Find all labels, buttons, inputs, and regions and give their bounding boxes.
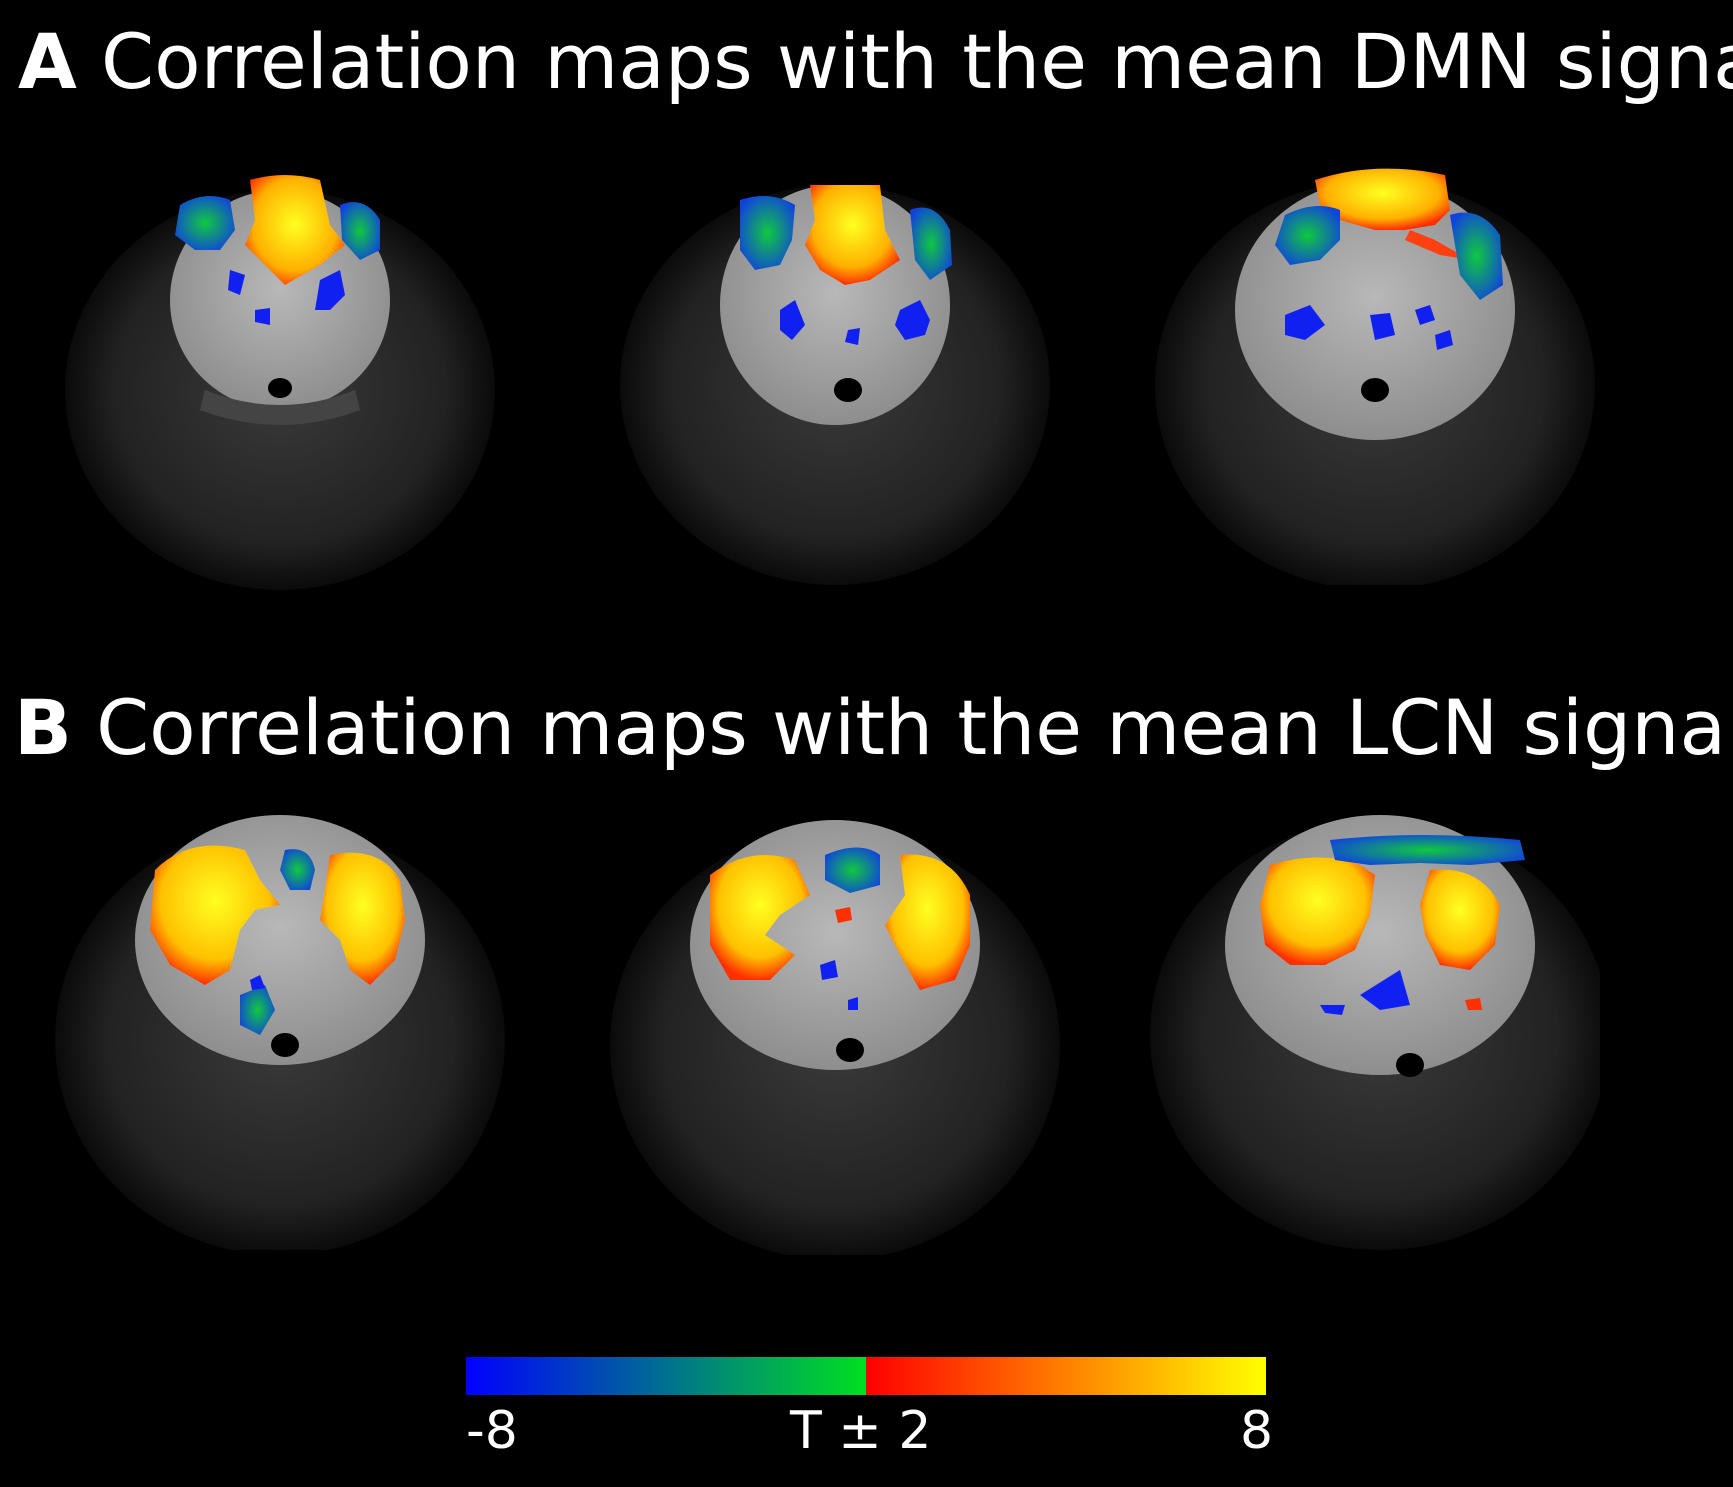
dmn-slice-2 (580, 150, 1060, 590)
lcn-slice-3 (1120, 815, 1600, 1255)
colorbar-mid-label: T ± 2 (790, 1401, 932, 1461)
lcn-slice-1-image (55, 815, 505, 1250)
lcn-slice-2 (580, 815, 1060, 1255)
colorbar-positive-segment (866, 1357, 1266, 1395)
dmn-slice-3-image (1155, 168, 1595, 585)
panel-a-title-text: Correlation maps with the mean DMN signa… (101, 17, 1733, 106)
dmn-slice-1 (30, 150, 510, 590)
panel-b-letter: B (14, 683, 72, 772)
lcn-slice-3-image (1150, 815, 1600, 1250)
panel-a-letter: A (18, 17, 77, 106)
colorbar (466, 1357, 1266, 1395)
lcn-slice-2-image (610, 820, 1060, 1255)
colorbar-negative-segment (466, 1357, 866, 1395)
lcn-slice-1 (30, 810, 510, 1250)
panel-b-title-text: Correlation maps with the mean LCN signa… (96, 683, 1733, 772)
dmn-slice-1-image (65, 175, 495, 590)
colorbar-max-label: 8 (1240, 1401, 1274, 1461)
dmn-slice-2-image (620, 185, 1050, 585)
dmn-slice-3 (1125, 145, 1605, 585)
panel-b-title: B Correlation maps with the mean LCN sig… (14, 690, 1733, 766)
panel-a-title: A Correlation maps with the mean DMN sig… (18, 24, 1733, 100)
colorbar-min-label: -8 (466, 1401, 518, 1461)
